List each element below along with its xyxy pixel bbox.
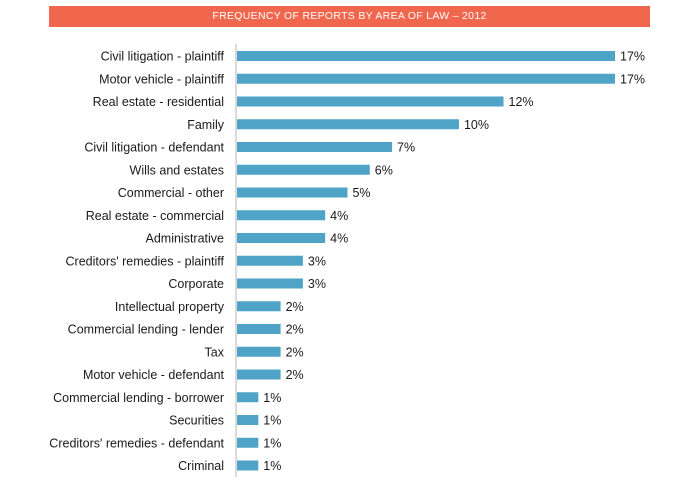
category-label: Tax xyxy=(205,345,225,359)
bar-row: Criminal 1% xyxy=(178,459,281,473)
category-label: Civil litigation - defendant xyxy=(84,141,224,155)
value-label: 6% xyxy=(375,163,393,177)
bar xyxy=(237,187,348,198)
category-label: Commercial lending - borrower xyxy=(53,391,224,405)
value-label: 4% xyxy=(330,209,348,223)
value-label: 3% xyxy=(308,277,326,291)
category-label: Wills and estates xyxy=(130,163,224,177)
value-label: 5% xyxy=(352,186,370,200)
bar xyxy=(237,255,303,266)
value-label: 17% xyxy=(620,50,645,64)
bar xyxy=(237,278,303,289)
bar xyxy=(237,392,259,403)
category-label: Commercial - other xyxy=(118,186,224,200)
bar-row: Intellectual property 2% xyxy=(115,300,304,314)
category-label: Creditors' remedies - defendant xyxy=(49,436,224,450)
bar-row: Real estate - residential 12% xyxy=(93,95,534,109)
bar xyxy=(237,73,615,84)
category-label: Motor vehicle - plaintiff xyxy=(99,72,224,86)
value-label: 1% xyxy=(263,459,281,473)
bar xyxy=(237,324,281,334)
bar-row: Civil litigation - defendant 7% xyxy=(84,141,415,155)
value-label: 1% xyxy=(263,436,281,450)
bar-row: Tax 2% xyxy=(205,345,304,359)
value-label: 2% xyxy=(286,300,304,314)
category-label: Family xyxy=(187,118,225,132)
category-label: Creditors' remedies - plaintiff xyxy=(66,254,225,268)
category-label: Real estate - commercial xyxy=(86,209,224,223)
category-label: Intellectual property xyxy=(115,300,225,314)
value-label: 12% xyxy=(509,95,534,109)
bar-row: Corporate 3% xyxy=(168,277,326,291)
bar-row: Motor vehicle - defendant 2% xyxy=(83,368,304,382)
bar-row: Motor vehicle - plaintiff 17% xyxy=(99,72,645,86)
bar-row: Administrative 4% xyxy=(146,232,349,246)
chart-title: FREQUENCY OF REPORTS BY AREA OF LAW – 20… xyxy=(49,6,650,27)
bar xyxy=(237,460,259,471)
value-label: 4% xyxy=(330,232,348,246)
bar xyxy=(237,164,370,175)
category-label: Securities xyxy=(169,414,224,428)
bar xyxy=(237,119,459,130)
bar-row: Commercial - other 5% xyxy=(118,186,371,200)
bar xyxy=(237,210,326,221)
bar-row: Civil litigation - plaintiff 17% xyxy=(101,50,645,64)
category-label: Real estate - residential xyxy=(93,95,224,109)
bar xyxy=(237,96,504,107)
value-label: 7% xyxy=(397,141,415,155)
bar-row: Commercial lending - lender 2% xyxy=(68,323,304,337)
category-label: Civil litigation - plaintiff xyxy=(101,50,225,64)
bar xyxy=(237,51,615,61)
bar xyxy=(237,415,259,425)
bar-row: Real estate - commercial 4% xyxy=(86,209,349,223)
value-label: 1% xyxy=(263,391,281,405)
value-label: 17% xyxy=(620,72,645,86)
bar xyxy=(237,346,281,357)
bar-row: Securities 1% xyxy=(169,414,281,428)
bar-row: Creditors' remedies - plaintiff 3% xyxy=(66,254,326,268)
bar xyxy=(237,369,281,380)
value-label: 10% xyxy=(464,118,489,132)
value-label: 2% xyxy=(286,345,304,359)
bar xyxy=(237,142,393,152)
bar-row: Family 10% xyxy=(187,118,489,132)
bar xyxy=(237,233,326,243)
category-label: Commercial lending - lender xyxy=(68,323,224,337)
bar xyxy=(237,301,281,312)
category-label: Motor vehicle - defendant xyxy=(83,368,225,382)
value-label: 2% xyxy=(286,323,304,337)
category-label: Corporate xyxy=(168,277,224,291)
bar-row: Wills and estates 6% xyxy=(130,163,393,177)
value-label: 2% xyxy=(286,368,304,382)
value-label: 3% xyxy=(308,254,326,268)
value-label: 1% xyxy=(263,414,281,428)
bar-row: Commercial lending - borrower 1% xyxy=(53,391,281,405)
bar xyxy=(237,437,259,448)
bar-row: Creditors' remedies - defendant 1% xyxy=(49,436,281,450)
category-label: Administrative xyxy=(146,232,225,246)
category-label: Criminal xyxy=(178,459,224,473)
